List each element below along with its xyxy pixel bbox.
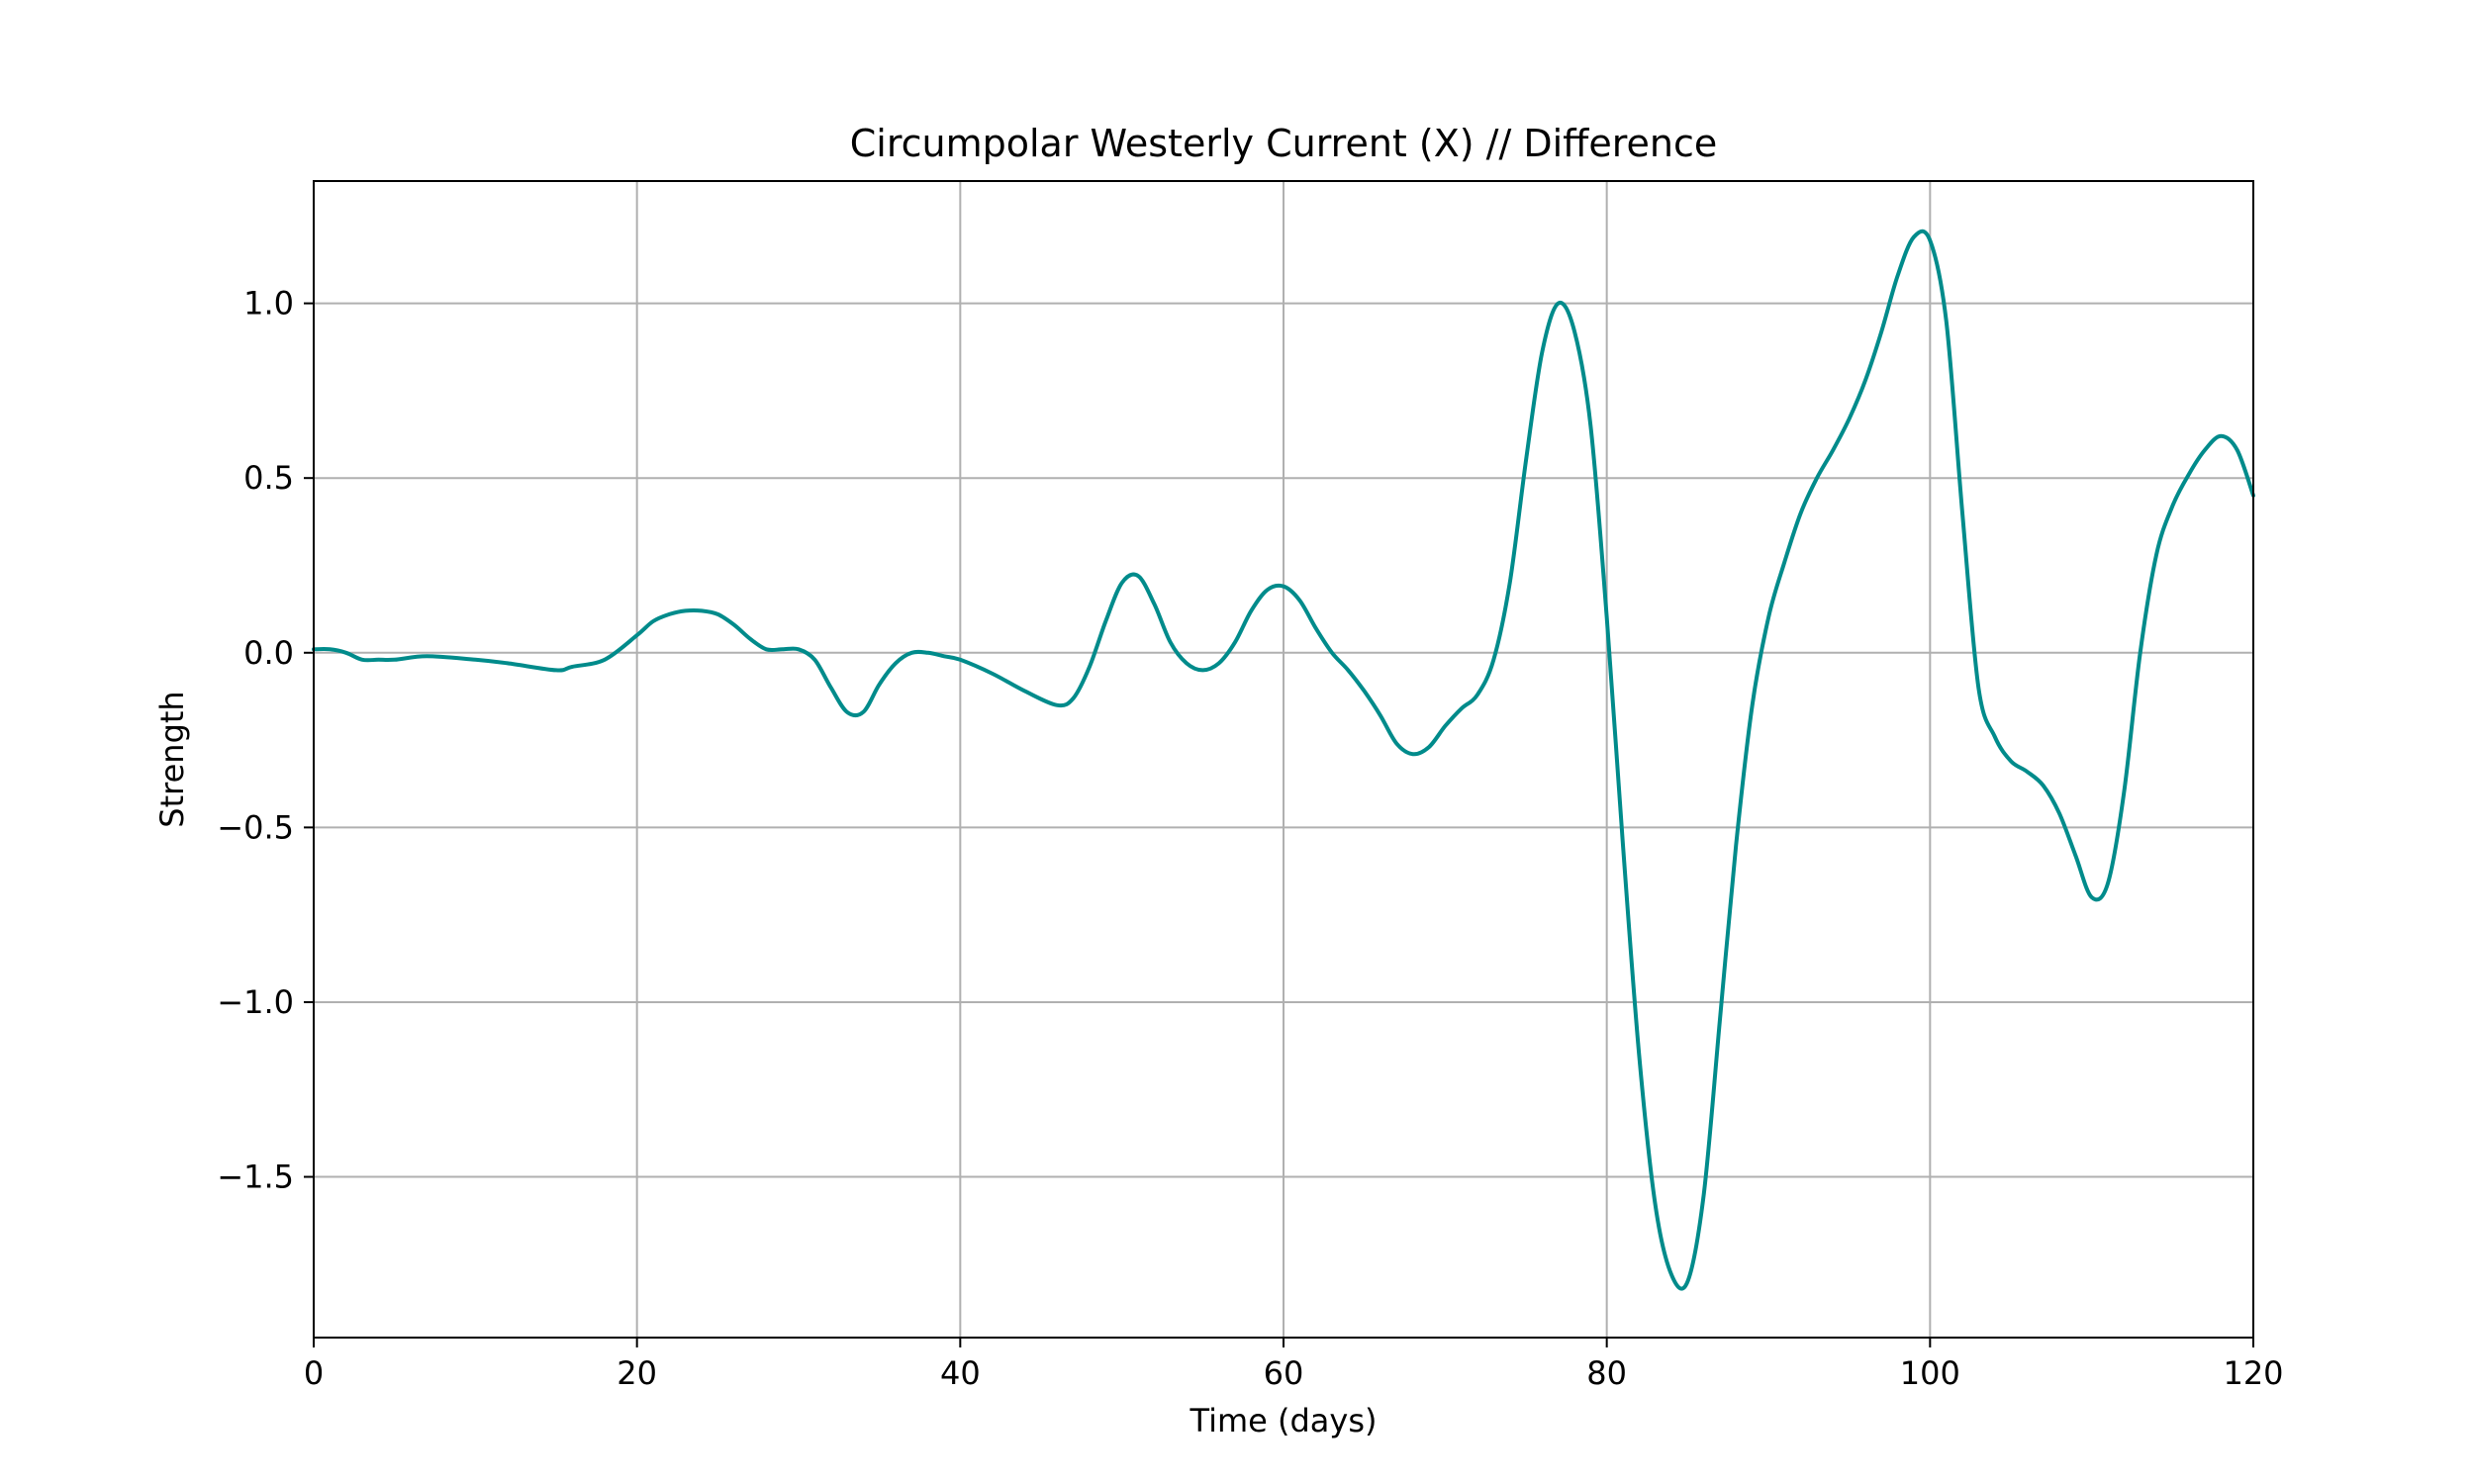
y-tick-label: −0.5 [217,808,294,846]
y-tick-label: 0.5 [243,459,294,497]
x-tick-label: 100 [1900,1354,1960,1392]
y-tick-label: −1.0 [217,983,294,1021]
series-line [312,229,2255,1291]
y-tick-label: −1.5 [217,1159,294,1196]
x-axis-label: Time (days) [1189,1402,1378,1439]
x-tick-label: 20 [617,1354,657,1392]
x-tick-label: 120 [2223,1354,2283,1392]
y-tick-label: 0.0 [243,634,294,672]
x-tick-label: 40 [940,1354,981,1392]
x-tick-label: 80 [1586,1354,1627,1392]
grid-lines [313,181,2254,1338]
x-tick-label: 60 [1264,1354,1304,1392]
y-tick-label: 1.0 [243,285,294,323]
x-tick-label: 0 [304,1354,324,1392]
chart-title: Circumpolar Westerly Current (X) // Diff… [850,122,1718,165]
y-axis-label: Strength [153,691,191,827]
axis-ticks: 0 20 40 60 80 100 120 −1.5 −1.0 −0.5 0.0 0.5 1.0 [217,285,2283,1392]
